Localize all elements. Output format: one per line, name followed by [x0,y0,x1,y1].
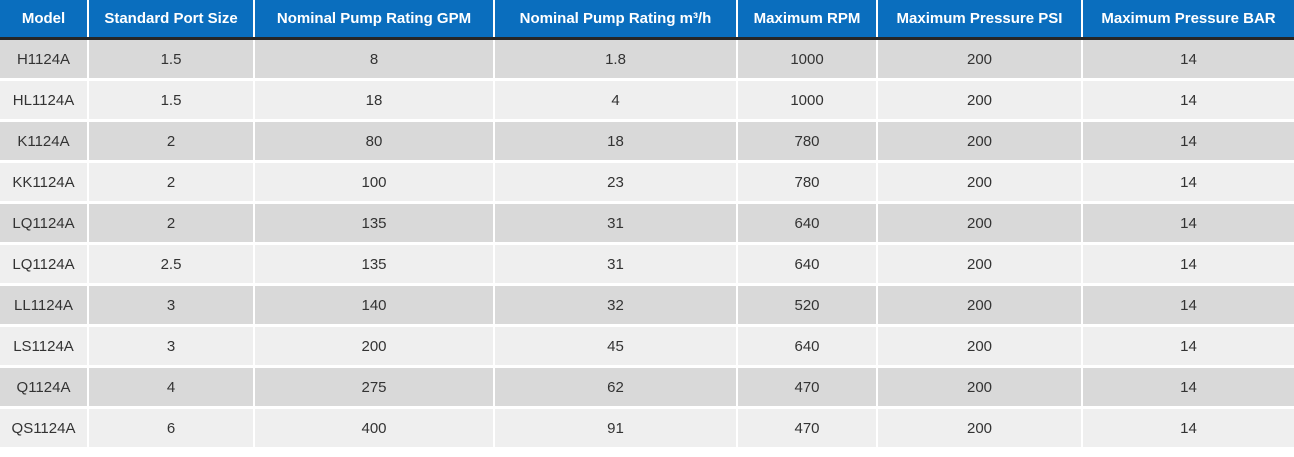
table-cell: 780 [737,161,878,204]
table-cell: 1.8 [494,38,738,81]
table-row: HL1124A 1.5 18 4 1000 200 14 [0,79,1294,122]
table-cell: 2 [88,202,255,245]
table-cell: 18 [254,79,495,122]
table-cell: 14 [1082,120,1294,163]
table-cell: KK1124A [0,161,89,204]
table-cell: H1124A [0,38,89,81]
table-cell: 640 [737,202,878,245]
table-cell: 1000 [737,79,878,122]
table-cell: 14 [1082,202,1294,245]
table-cell: 200 [877,243,1083,286]
pump-specs-table: Model Standard Port Size Nominal Pump Ra… [0,0,1294,447]
table-cell: 45 [494,325,738,368]
table-row: LQ1124A 2.5 135 31 640 200 14 [0,243,1294,286]
table-cell: 14 [1082,407,1294,447]
table-row: KK1124A 2 100 23 780 200 14 [0,161,1294,204]
table-cell: 14 [1082,284,1294,327]
table-cell: 80 [254,120,495,163]
table-cell: LQ1124A [0,202,89,245]
table-cell: 1.5 [88,38,255,81]
table-cell: LQ1124A [0,243,89,286]
column-header-standard-port-size: Standard Port Size [88,0,255,40]
table-cell: 200 [877,366,1083,409]
table-cell: 200 [877,161,1083,204]
table-cell: 470 [737,407,878,447]
table-cell: 31 [494,202,738,245]
table-row: LQ1124A 2 135 31 640 200 14 [0,202,1294,245]
table-row: LL1124A 3 140 32 520 200 14 [0,284,1294,327]
table-cell: HL1124A [0,79,89,122]
table-cell: 4 [88,366,255,409]
table-body: H1124A 1.5 8 1.8 1000 200 14 HL1124A 1.5 18 4 1000 2… [0,38,1294,447]
column-header-model: Model [0,0,89,40]
table-cell: 470 [737,366,878,409]
table-row: QS1124A 6 400 91 470 200 14 [0,407,1294,447]
table-cell: 640 [737,243,878,286]
table-cell: 14 [1082,243,1294,286]
table-cell: 400 [254,407,495,447]
table-cell: 780 [737,120,878,163]
table-cell: 2 [88,161,255,204]
table-cell: 62 [494,366,738,409]
table-cell: 1000 [737,38,878,81]
table-cell: 100 [254,161,495,204]
column-header-maximum-rpm: Maximum RPM [737,0,878,40]
table-cell: 31 [494,243,738,286]
table-row: K1124A 2 80 18 780 200 14 [0,120,1294,163]
table-cell: 3 [88,325,255,368]
table-cell: 200 [254,325,495,368]
table-cell: 200 [877,407,1083,447]
table-header: Model Standard Port Size Nominal Pump Ra… [0,0,1294,40]
table-cell: 520 [737,284,878,327]
table-cell: 200 [877,120,1083,163]
table-cell: 32 [494,284,738,327]
column-header-maximum-pressure-psi: Maximum Pressure PSI [877,0,1083,40]
table-cell: 14 [1082,366,1294,409]
header-row: Model Standard Port Size Nominal Pump Ra… [0,0,1294,40]
table-cell: 200 [877,38,1083,81]
table-cell: 2.5 [88,243,255,286]
table-cell: Q1124A [0,366,89,409]
table-cell: 8 [254,38,495,81]
table-row: Q1124A 4 275 62 470 200 14 [0,366,1294,409]
column-header-maximum-pressure-bar: Maximum Pressure BAR [1082,0,1294,40]
table-row: H1124A 1.5 8 1.8 1000 200 14 [0,38,1294,81]
table-cell: 200 [877,325,1083,368]
table-cell: 91 [494,407,738,447]
table-cell: 14 [1082,38,1294,81]
table-cell: LS1124A [0,325,89,368]
column-header-nominal-pump-rating-gpm: Nominal Pump Rating GPM [254,0,495,40]
table-cell: 23 [494,161,738,204]
table-cell: 135 [254,202,495,245]
table-cell: K1124A [0,120,89,163]
table-cell: 200 [877,284,1083,327]
table-cell: 3 [88,284,255,327]
table-cell: 200 [877,79,1083,122]
table-cell: 1.5 [88,79,255,122]
table-cell: 275 [254,366,495,409]
table-cell: 640 [737,325,878,368]
table-cell: 135 [254,243,495,286]
table-cell: 6 [88,407,255,447]
table-cell: LL1124A [0,284,89,327]
table-cell: 4 [494,79,738,122]
table-cell: 200 [877,202,1083,245]
column-header-nominal-pump-rating-m3h: Nominal Pump Rating m³/h [494,0,738,40]
table-row: LS1124A 3 200 45 640 200 14 [0,325,1294,368]
table-cell: 14 [1082,79,1294,122]
table-cell: 14 [1082,161,1294,204]
table-cell: 18 [494,120,738,163]
table-cell: QS1124A [0,407,89,447]
table-cell: 2 [88,120,255,163]
table-cell: 140 [254,284,495,327]
table-cell: 14 [1082,325,1294,368]
